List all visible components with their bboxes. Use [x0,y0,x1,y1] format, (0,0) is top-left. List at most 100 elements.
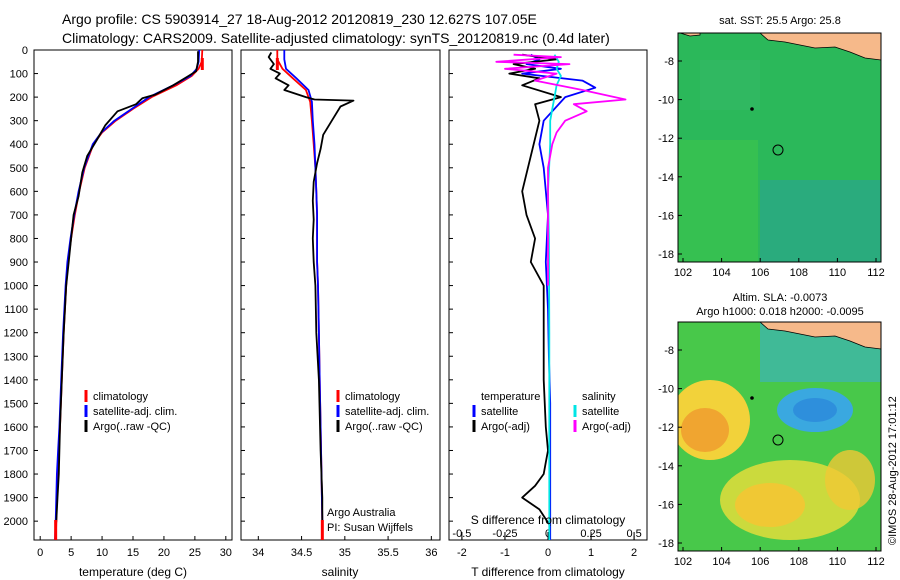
x-tick-label: 1 [588,547,594,559]
java-coastline [759,322,881,350]
sla-low-core [793,398,837,422]
x-tick-label: 25 [189,547,201,559]
series-line-salinity-satellite [547,54,562,540]
lon-tick-label: 106 [751,556,769,568]
marker-point [750,396,754,400]
depth-tick-label: 1000 [4,281,28,293]
legend-title-salinity: salinity [582,391,616,403]
series-line-argo-raw-qc- [267,51,355,526]
series-line-temperature-argo-adj- [508,53,562,527]
sla-high-blob [825,450,875,510]
depth-tick-label: 300 [10,116,28,128]
depth-tick-label: 1200 [4,328,28,340]
difference-profiles [495,53,627,540]
series-line-temperature-satellite [521,53,597,540]
depth-tick-label: 900 [10,257,28,269]
lat-tick-label: -10 [658,95,674,107]
top-tick-label: 0.5 [626,528,641,540]
difference-xlabel-top: S difference from climatology [471,513,626,527]
lat-tick-label: -18 [658,538,674,550]
difference-legend: temperature salinity satellite Argo(-adj… [472,391,631,433]
argo-position-marker [772,144,784,156]
lon-tick-label: 112 [867,267,885,279]
credit-line2: PI: Susan Wijffels [327,522,413,534]
temperature-profiles [54,50,204,540]
header-title-line1: Argo profile: CS 5903914_27 18-Aug-2012 … [62,11,537,27]
difference-xlabel: T difference from climatology [471,565,625,579]
lat-tick-label: -8 [664,345,674,357]
depth-tick-label: 800 [10,233,28,245]
salinity-x-axis: 34 34.5 35 35.5 36 [252,536,437,559]
argo-position-marker [772,434,784,446]
depth-tick-label: 1600 [4,422,28,434]
top-tick-label: -0.5 [452,528,471,540]
lat-tick-label: -12 [658,133,674,145]
series-line-climatology [54,50,204,540]
sst-patch [700,60,760,110]
x-tick-label: 2 [631,547,637,559]
depth-tick-label: 2000 [4,516,28,528]
x-tick-label: 0 [37,547,43,559]
temperature-xlabel: temperature (deg C) [79,565,187,579]
credit-line1: Argo Australia [327,507,396,519]
salinity-legend: climatology satellite-adj. clim. Argo(..… [336,390,429,433]
depth-tick-label: 1400 [4,375,28,387]
lon-tick-label: 108 [790,267,808,279]
legend-label-satellite: satellite-adj. clim. [93,406,177,418]
lat-tick-label: -10 [658,384,674,396]
lon-tick-label: 108 [790,556,808,568]
x-tick-label: 35.5 [377,547,398,559]
x-tick-label: 34.5 [291,547,312,559]
sla-map-frame [677,321,882,552]
depth-tick-label: 400 [10,139,28,151]
lon-tick-label: 104 [712,556,730,568]
temperature-panel-frame [33,49,233,541]
legend-label-t-argo: Argo(-adj) [481,421,530,433]
x-tick-label: 30 [220,547,232,559]
x-tick-label: 5 [68,547,74,559]
depth-tick-label: 200 [10,92,28,104]
depth-tick-label: 1500 [4,398,28,410]
sst-patch [678,140,758,262]
top-tick-label: 0 [545,528,551,540]
sst-patch [760,180,881,262]
lon-tick-label: 102 [674,267,692,279]
depth-tick-label: 1900 [4,493,28,505]
depth-axis: 0 100 200 300 400 500 600 700 800 900 1000 1100 1200… [4,45,453,528]
sla-map-title2: Argo h1000: 0.018 h2000: -0.0095 [696,306,864,318]
series-line-satellite-adj-clim- [283,50,324,540]
sst-map-title: sat. SST: 25.5 Argo: 25.8 [719,15,841,27]
sla-map-title1: Altim. SLA: -0.0073 [733,292,828,304]
sla-high-core [735,483,805,527]
marker-point [750,107,754,111]
legend-title-temperature: temperature [481,391,540,403]
depth-tick-label: 1300 [4,351,28,363]
depth-tick-label: 1700 [4,445,28,457]
x-tick-label: 0 [545,547,551,559]
x-tick-label: 34 [252,547,264,559]
sst-map-axes: 102 104 106 108 110 112 -8 -10 -12 -14 -16 -18 [658,56,885,279]
lat-tick-label: -14 [658,172,674,184]
sla-high-core [681,408,729,452]
top-tick-label: 0.25 [580,528,601,540]
x-tick-label: 20 [158,547,170,559]
depth-tick-label: 700 [10,210,28,222]
x-tick-label: 15 [127,547,139,559]
timestamp-label: ©IMOS 28-Aug-2012 17:01:12 [887,396,899,545]
series-line-argo-raw-qc- [54,51,199,527]
sst-map [678,33,881,262]
sla-map-axes: 102 104 106 108 110 112 -8 -10 -12 -14 -16 -18 [658,345,885,568]
depth-tick-label: 500 [10,163,28,175]
header-title-line2: Climatology: CARS2009. Satellite-adjuste… [62,30,610,46]
lon-tick-label: 110 [829,556,847,568]
sla-map [678,322,881,551]
lon-tick-label: 106 [751,267,769,279]
salinity-profiles [267,50,355,540]
series-line-salinity-argo-adj- [495,53,627,286]
legend-label-climatology: climatology [93,391,149,403]
java-coastline [759,33,881,61]
difference-x-axis: -2 -1 0 1 2 -0.5 -0.25 0 0.25 0.5 [452,528,641,559]
x-tick-label: 10 [96,547,108,559]
x-tick-label: 36 [425,547,437,559]
